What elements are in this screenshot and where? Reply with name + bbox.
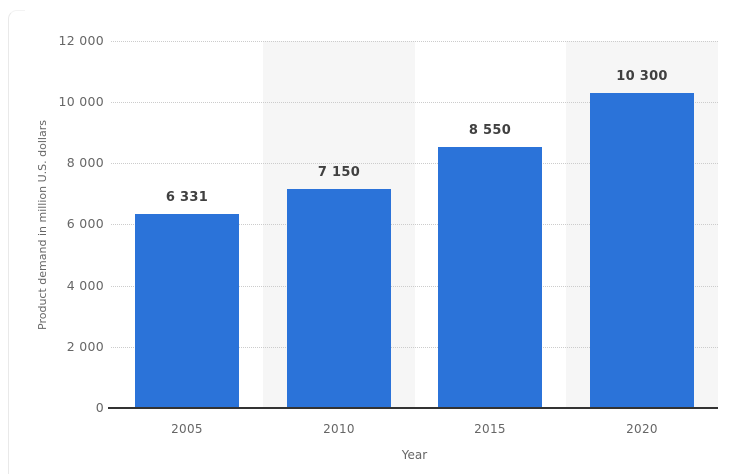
bar[interactable] (135, 214, 239, 408)
bar-value-label: 10 300 (616, 69, 668, 84)
gridline (111, 41, 718, 42)
gridline (111, 224, 718, 225)
y-tick-label: 12 000 (58, 33, 104, 48)
y-tick-label: 6 000 (66, 216, 104, 231)
plot-area: 6 331 7 150 8 550 10 300 (108, 41, 718, 409)
x-tick-label: 2010 (323, 422, 355, 436)
y-tick-label: 2 000 (66, 339, 104, 354)
gridline (111, 286, 718, 287)
gridline (111, 347, 718, 348)
y-tick-label: 0 (95, 400, 104, 415)
bar-value-label: 6 331 (165, 190, 209, 205)
bar-value-label: 8 550 (468, 123, 512, 138)
bar[interactable] (287, 189, 391, 408)
x-axis-title: Year (401, 448, 428, 462)
bar[interactable] (590, 93, 694, 408)
x-axis-line (108, 407, 718, 409)
y-tick-label: 4 000 (66, 278, 104, 293)
page-left-border (8, 10, 25, 474)
gridline (111, 102, 718, 103)
x-tick-label: 2005 (171, 422, 203, 436)
y-tick-label: 8 000 (66, 155, 104, 170)
bar-value-label: 7 150 (317, 165, 361, 180)
bar[interactable] (438, 147, 542, 408)
y-tick-label: 10 000 (58, 94, 104, 109)
x-tick-label: 2020 (626, 422, 658, 436)
gridline (111, 163, 718, 164)
x-tick-label: 2015 (474, 422, 506, 436)
